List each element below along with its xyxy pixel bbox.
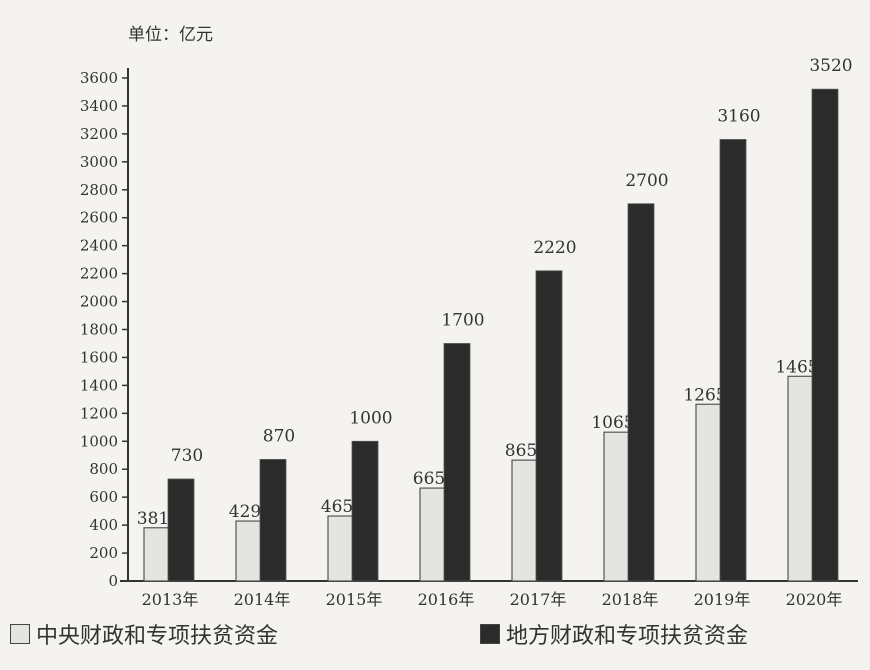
x-tick-label: 2014年	[234, 590, 291, 609]
y-tick-label: 600	[89, 488, 118, 506]
x-tick-label: 2017年	[510, 590, 567, 609]
bar-local	[719, 139, 747, 582]
value-label-local: 1700	[441, 310, 484, 330]
bar-central	[327, 515, 355, 582]
value-label-local: 730	[171, 446, 203, 466]
bar-chart: 单位：亿元 0 200 400 600 800 1000 1200 1400 1600 1800 2…	[80, 25, 858, 609]
value-label-local: 2220	[533, 238, 576, 258]
y-tick-label: 2200	[80, 265, 118, 283]
value-label-central: 865	[505, 441, 537, 461]
y-tick-label: 2600	[80, 209, 118, 227]
legend-swatch-local	[480, 624, 500, 644]
value-label-central: 381	[137, 509, 169, 529]
value-label-local: 1000	[349, 408, 392, 428]
y-tick-label: 1000	[80, 432, 118, 450]
y-tick-label: 1200	[80, 404, 118, 422]
x-tick-label: 2015年	[326, 590, 383, 609]
legend-item-local: 地方财政和专项扶贫资金	[480, 618, 748, 650]
value-label-local: 2700	[625, 171, 668, 191]
legend-label-central: 中央财政和专项扶贫资金	[36, 624, 279, 649]
bar-central	[695, 403, 723, 582]
value-label-central: 1065	[591, 413, 634, 433]
bar-central	[143, 527, 171, 582]
bar-local	[627, 203, 655, 582]
x-tick-label: 2016年	[418, 590, 475, 609]
bar-local	[535, 270, 563, 582]
x-tick-label: 2013年	[142, 590, 199, 609]
y-tick-label: 3400	[80, 97, 118, 115]
value-label-central: 1265	[683, 385, 726, 405]
bar-local	[167, 478, 195, 582]
value-label-central: 1465	[775, 357, 818, 377]
x-tick-label: 2018年	[602, 590, 659, 609]
y-tick-label: 3600	[80, 69, 118, 87]
bars: 381 730 429 870 465 1000 665 1700 865 2220 1065 270…	[137, 56, 853, 582]
bar-central	[235, 520, 263, 582]
bar-central	[419, 487, 447, 582]
y-tick-label: 1600	[80, 348, 118, 366]
y-ticks: 0 200 400 600 800 1000 1200 1400 1600 1800 2000 220…	[80, 69, 128, 590]
legend-item-central: 中央财政和专项扶贫资金	[10, 618, 278, 650]
value-label-local: 3160	[717, 106, 760, 126]
x-tick-label: 2020年	[786, 590, 843, 609]
value-label-central: 665	[413, 469, 445, 489]
y-tick-label: 2800	[80, 181, 118, 199]
y-tick-label: 800	[89, 460, 118, 478]
y-tick-label: 3000	[80, 153, 118, 171]
bar-local	[259, 459, 287, 582]
y-tick-label: 0	[108, 572, 118, 590]
bar-local	[443, 343, 471, 582]
bar-central	[511, 459, 539, 582]
y-tick-label: 1400	[80, 376, 118, 394]
y-tick-label: 1800	[80, 321, 118, 339]
bar-central	[787, 375, 815, 582]
legend: 中央财政和专项扶贫资金 地方财政和专项扶贫资金	[10, 612, 865, 652]
x-ticks: 2013年 2014年 2015年 2016年 2017年 2018年 2019年 2020年	[142, 590, 843, 609]
value-label-central: 429	[229, 502, 261, 522]
y-tick-label: 400	[89, 516, 118, 534]
legend-swatch-central	[10, 624, 30, 644]
value-label-local: 3520	[809, 56, 852, 76]
bar-local	[351, 440, 379, 582]
y-tick-label: 200	[89, 544, 118, 562]
value-label-local: 870	[263, 426, 295, 446]
bar-local	[811, 88, 839, 582]
x-tick-label: 2019年	[694, 590, 751, 609]
value-label-central: 465	[321, 497, 353, 517]
unit-label: 单位：亿元	[128, 25, 213, 45]
bar-central	[603, 431, 631, 582]
y-tick-label: 3200	[80, 125, 118, 143]
y-tick-label: 2000	[80, 293, 118, 311]
legend-label-local: 地方财政和专项扶贫资金	[506, 624, 749, 649]
y-tick-label: 2400	[80, 237, 118, 255]
